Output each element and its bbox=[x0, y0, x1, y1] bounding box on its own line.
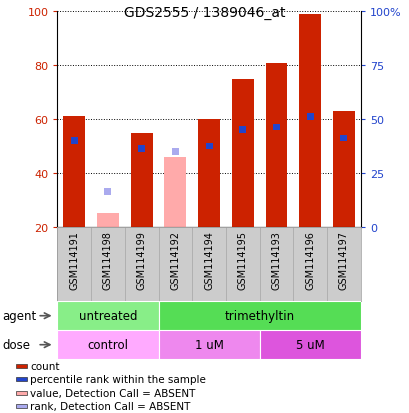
Text: GSM114194: GSM114194 bbox=[204, 230, 213, 289]
Bar bbox=[299, 15, 320, 227]
Bar bbox=[97, 214, 119, 227]
Bar bbox=[231, 79, 253, 227]
Bar bbox=[272, 124, 279, 131]
Bar bbox=[57, 301, 158, 330]
Bar bbox=[16, 377, 27, 381]
Bar bbox=[71, 138, 78, 145]
Bar bbox=[16, 391, 27, 395]
Bar bbox=[57, 330, 158, 359]
Bar bbox=[192, 227, 225, 301]
Text: GDS2555 / 1389046_at: GDS2555 / 1389046_at bbox=[124, 6, 285, 20]
Bar bbox=[158, 301, 360, 330]
Text: percentile rank within the sample: percentile rank within the sample bbox=[30, 375, 206, 385]
Text: GSM114196: GSM114196 bbox=[304, 230, 315, 289]
Bar bbox=[293, 227, 326, 301]
Text: GSM114192: GSM114192 bbox=[170, 230, 180, 289]
Bar bbox=[57, 227, 91, 301]
Text: untreated: untreated bbox=[79, 309, 137, 323]
Text: control: control bbox=[87, 338, 128, 351]
Bar bbox=[225, 227, 259, 301]
Bar bbox=[265, 64, 287, 227]
Bar bbox=[198, 120, 220, 227]
Text: GSM114191: GSM114191 bbox=[69, 230, 79, 289]
Bar bbox=[124, 227, 158, 301]
Bar bbox=[239, 127, 246, 134]
Bar bbox=[205, 143, 212, 150]
Bar bbox=[16, 404, 27, 408]
Bar bbox=[332, 112, 354, 227]
Text: GSM114198: GSM114198 bbox=[103, 230, 113, 289]
Bar bbox=[326, 227, 360, 301]
Bar bbox=[259, 227, 293, 301]
Text: value, Detection Call = ABSENT: value, Detection Call = ABSENT bbox=[30, 388, 195, 398]
Bar bbox=[171, 149, 178, 155]
Bar bbox=[339, 135, 346, 142]
Bar bbox=[259, 330, 360, 359]
Bar bbox=[306, 114, 313, 121]
Bar bbox=[104, 189, 111, 196]
Text: GSM114195: GSM114195 bbox=[237, 230, 247, 289]
Bar bbox=[138, 146, 145, 153]
Bar bbox=[158, 330, 259, 359]
Text: agent: agent bbox=[2, 309, 36, 323]
Bar bbox=[158, 227, 192, 301]
Text: count: count bbox=[30, 361, 60, 371]
Text: trimethyltin: trimethyltin bbox=[224, 309, 294, 323]
Bar bbox=[130, 133, 152, 227]
Text: dose: dose bbox=[2, 338, 30, 351]
Bar bbox=[91, 227, 124, 301]
Text: GSM114193: GSM114193 bbox=[271, 230, 281, 289]
Bar bbox=[63, 117, 85, 227]
Text: 5 uM: 5 uM bbox=[295, 338, 324, 351]
Text: rank, Detection Call = ABSENT: rank, Detection Call = ABSENT bbox=[30, 401, 190, 411]
Bar bbox=[164, 157, 186, 227]
Bar bbox=[16, 364, 27, 368]
Text: GSM114199: GSM114199 bbox=[136, 230, 146, 289]
Text: 1 uM: 1 uM bbox=[194, 338, 223, 351]
Text: GSM114197: GSM114197 bbox=[338, 230, 348, 289]
